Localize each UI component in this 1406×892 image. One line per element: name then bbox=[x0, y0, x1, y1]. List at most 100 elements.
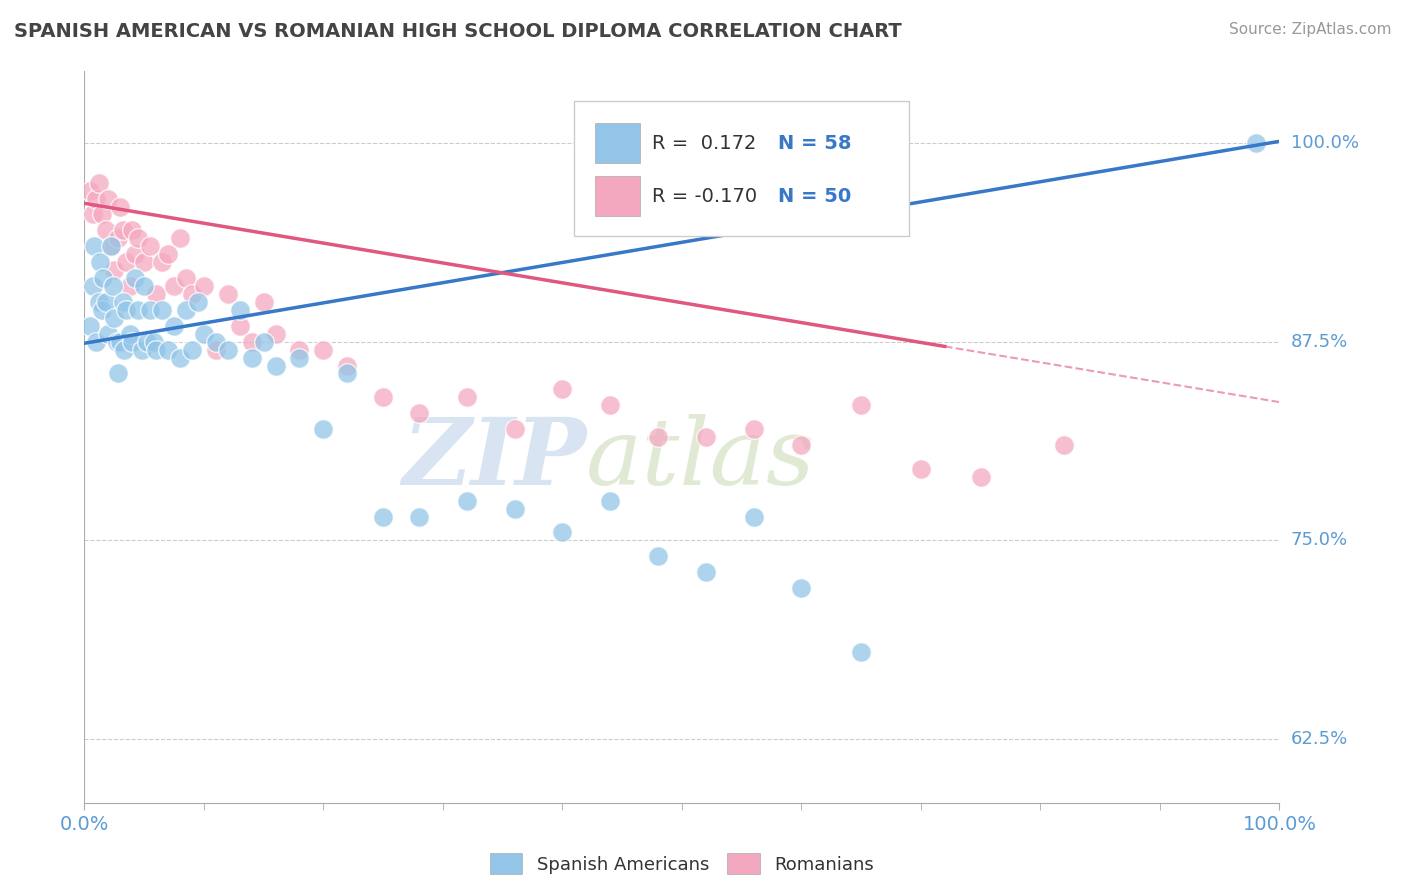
Text: 75.0%: 75.0% bbox=[1291, 532, 1348, 549]
FancyBboxPatch shape bbox=[595, 176, 640, 216]
Point bbox=[127, 231, 149, 245]
Point bbox=[851, 398, 873, 412]
Text: 62.5%: 62.5% bbox=[1291, 731, 1348, 748]
Text: ZIP: ZIP bbox=[402, 414, 586, 504]
Point bbox=[240, 334, 263, 349]
Point bbox=[253, 294, 276, 309]
Point bbox=[87, 294, 110, 309]
Point bbox=[599, 493, 621, 508]
Point bbox=[181, 343, 204, 357]
Text: N = 50: N = 50 bbox=[778, 187, 851, 206]
Legend: Spanish Americans, Romanians: Spanish Americans, Romanians bbox=[482, 847, 882, 881]
Point bbox=[100, 239, 122, 253]
Point bbox=[121, 223, 143, 237]
Point bbox=[97, 326, 120, 341]
Point bbox=[503, 501, 526, 516]
Point bbox=[217, 287, 239, 301]
Point bbox=[163, 318, 186, 333]
Point bbox=[124, 247, 146, 261]
Point bbox=[336, 359, 359, 373]
Text: SPANISH AMERICAN VS ROMANIAN HIGH SCHOOL DIPLOMA CORRELATION CHART: SPANISH AMERICAN VS ROMANIAN HIGH SCHOOL… bbox=[14, 22, 901, 41]
Point bbox=[695, 566, 717, 580]
Point bbox=[408, 509, 430, 524]
Point bbox=[157, 247, 180, 261]
Point bbox=[135, 334, 157, 349]
Point bbox=[264, 359, 287, 373]
Text: R = -0.170: R = -0.170 bbox=[652, 187, 758, 206]
Point bbox=[790, 438, 813, 452]
Point bbox=[94, 223, 117, 237]
Point bbox=[82, 279, 104, 293]
Point bbox=[111, 223, 134, 237]
Point bbox=[82, 207, 104, 221]
Point bbox=[139, 239, 162, 253]
Point bbox=[456, 390, 478, 404]
Point bbox=[132, 255, 156, 269]
Point bbox=[111, 294, 134, 309]
Point bbox=[86, 334, 108, 349]
Point bbox=[336, 367, 359, 381]
Point bbox=[94, 294, 117, 309]
Point bbox=[240, 351, 263, 365]
Point bbox=[373, 390, 395, 404]
Point bbox=[264, 326, 287, 341]
Point bbox=[742, 422, 765, 436]
Point bbox=[205, 334, 228, 349]
Point bbox=[93, 271, 115, 285]
Point bbox=[163, 279, 186, 293]
Point bbox=[169, 351, 191, 365]
Text: 100.0%: 100.0% bbox=[1291, 134, 1358, 152]
Point bbox=[229, 302, 252, 317]
Point bbox=[193, 326, 215, 341]
Point bbox=[229, 318, 252, 333]
Point bbox=[97, 192, 120, 206]
Point bbox=[127, 302, 149, 317]
Text: Source: ZipAtlas.com: Source: ZipAtlas.com bbox=[1229, 22, 1392, 37]
Point bbox=[107, 367, 129, 381]
Point bbox=[169, 231, 191, 245]
Point bbox=[253, 334, 276, 349]
Point bbox=[1053, 438, 1076, 452]
Point bbox=[121, 334, 143, 349]
Point bbox=[157, 343, 180, 357]
Point bbox=[312, 422, 335, 436]
Point bbox=[1244, 136, 1267, 150]
Point bbox=[910, 462, 932, 476]
Point bbox=[87, 176, 110, 190]
Point bbox=[83, 239, 105, 253]
Point bbox=[174, 302, 197, 317]
Point bbox=[118, 279, 141, 293]
Point bbox=[647, 549, 669, 564]
Text: 87.5%: 87.5% bbox=[1291, 333, 1348, 351]
Point bbox=[124, 271, 146, 285]
Point bbox=[790, 581, 813, 595]
Text: R =  0.172: R = 0.172 bbox=[652, 134, 756, 153]
Point bbox=[174, 271, 197, 285]
Point bbox=[112, 343, 135, 357]
Text: N = 58: N = 58 bbox=[778, 134, 851, 153]
Point bbox=[91, 207, 114, 221]
FancyBboxPatch shape bbox=[575, 101, 910, 235]
Point bbox=[695, 430, 717, 444]
Point bbox=[288, 343, 311, 357]
Point bbox=[150, 255, 173, 269]
Point bbox=[131, 343, 153, 357]
Point bbox=[599, 398, 621, 412]
Point bbox=[110, 200, 132, 214]
Point bbox=[107, 231, 129, 245]
Point bbox=[145, 343, 167, 357]
Point bbox=[86, 192, 108, 206]
Point bbox=[142, 334, 165, 349]
Point bbox=[115, 302, 138, 317]
Point bbox=[150, 302, 173, 317]
Point bbox=[100, 239, 122, 253]
Point bbox=[742, 509, 765, 524]
Point bbox=[139, 302, 162, 317]
Point bbox=[970, 470, 993, 484]
Point bbox=[851, 645, 873, 659]
Point bbox=[408, 406, 430, 420]
Point bbox=[456, 493, 478, 508]
Point bbox=[312, 343, 335, 357]
Point bbox=[193, 279, 215, 293]
Point bbox=[181, 287, 204, 301]
